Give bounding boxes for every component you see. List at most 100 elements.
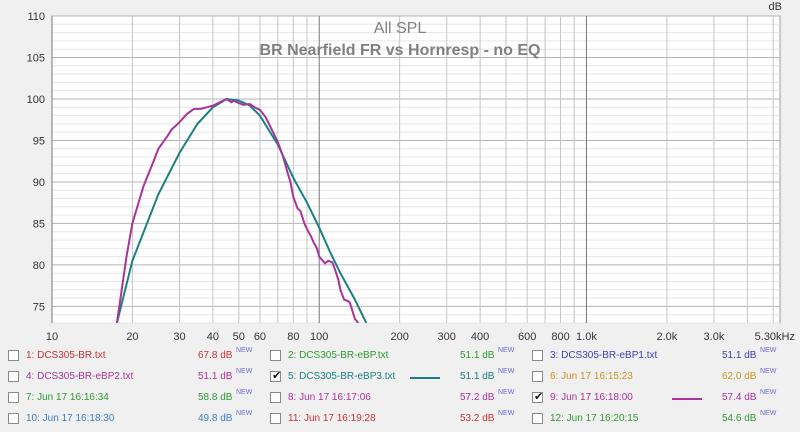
check-mark-icon: ✔ <box>534 390 544 403</box>
x-tick-label: 40 <box>207 331 219 340</box>
legend-item[interactable]: 12: Jun 17 16:20:15 54.6 dB NEW <box>532 410 790 430</box>
series-line-2 <box>115 97 360 323</box>
legend-item-new-badge: NEW <box>760 410 777 417</box>
legend-item-name: 8: Jun 17 16:17:06 <box>288 392 371 403</box>
legend-item[interactable]: 6: Jun 17 16:15:23 62.0 dB NEW <box>532 368 790 388</box>
checkbox-icon[interactable] <box>8 371 19 382</box>
checkbox-icon[interactable] <box>8 350 19 361</box>
checkbox-icon[interactable]: ✔ <box>270 369 282 382</box>
legend-item-new-badge: NEW <box>236 410 253 417</box>
legend-item-name: 2: DCS305-BR-eBP.txt <box>288 350 389 361</box>
legend-item-new-badge: NEW <box>498 410 515 417</box>
legend-item-new-badge: NEW <box>760 368 777 375</box>
legend-item-value: 54.6 dB <box>722 413 757 424</box>
y-tick-label: 80 <box>33 260 45 272</box>
legend-item-name: 12: Jun 17 16:20:15 <box>550 413 639 424</box>
legend-item-name: 1: DCS305-BR.txt <box>26 350 106 361</box>
legend-item[interactable]: ✔ 5: DCS305-BR-eBP3.txt 51.1 dB NEW <box>270 368 528 388</box>
x-tick-label: 1.0k <box>576 331 597 340</box>
x-tick-label: 50 <box>233 331 245 340</box>
y-tick-label: 90 <box>33 177 45 189</box>
x-tick-label: 80 <box>287 331 299 340</box>
y-axis-unit-label: dB <box>769 1 782 13</box>
legend-panel: 1: DCS305-BR.txt 67.8 dB NEW 2: DCS305-BR-e… <box>0 340 800 432</box>
y-tick-label: 95 <box>33 135 45 147</box>
legend-item-name: 6: Jun 17 16:15:23 <box>550 371 633 382</box>
x-tick-label: 400 <box>471 331 489 340</box>
legend-item-name: 4: DCS305-BR-eBP2.txt <box>26 371 134 382</box>
checkbox-icon[interactable]: ✔ <box>532 390 544 403</box>
legend-item-value: 58.8 dB <box>198 392 233 403</box>
legend-trace-swatch <box>410 377 440 379</box>
legend-item-new-badge: NEW <box>236 389 253 396</box>
legend-item[interactable]: 2: DCS305-BR-eBP.txt 51.1 dB NEW <box>270 347 528 367</box>
legend-item[interactable]: 11: Jun 17 16:19:28 53.2 dB NEW <box>270 410 528 430</box>
legend-item-value: 67.8 dB <box>198 350 233 361</box>
legend-item-name: 9: Jun 17 16:18:00 <box>550 392 633 403</box>
y-tick-label: 85 <box>33 218 45 230</box>
checkbox-icon[interactable] <box>532 350 543 361</box>
legend-item[interactable]: 7: Jun 17 16:16:34 58.8 dB NEW <box>8 389 266 409</box>
legend-item-new-badge: NEW <box>498 389 515 396</box>
x-tick-label: 60 <box>254 331 266 340</box>
legend-item[interactable]: 4: DCS305-BR-eBP2.txt 51.1 dB NEW <box>8 368 266 388</box>
checkbox-icon[interactable] <box>8 392 19 403</box>
series-layer <box>115 97 368 323</box>
tick-labels: 75 80 85 90 95 100 105 110 10 20 30 40 50 60 80 100 200 3… <box>27 11 795 340</box>
y-tick-label: 75 <box>33 301 45 313</box>
x-tick-label: 200 <box>390 331 408 340</box>
checkbox-icon[interactable] <box>270 350 281 361</box>
legend-item-name: 7: Jun 17 16:16:34 <box>26 392 109 403</box>
legend-item-value: 49.8 dB <box>198 413 233 424</box>
x-tick-label: 300 <box>438 331 456 340</box>
series-line-1 <box>115 97 368 323</box>
legend-item-value: 51.1 dB <box>460 350 495 361</box>
legend-item-value: 51.1 dB <box>722 350 757 361</box>
legend-item-new-badge: NEW <box>236 368 253 375</box>
legend-item-name: 5: DCS305-BR-eBP3.txt <box>288 371 396 382</box>
checkbox-icon[interactable] <box>270 413 281 424</box>
x-tick-label: 100 <box>310 331 328 340</box>
x-tick-label: 3.0k <box>704 331 725 340</box>
legend-item[interactable]: 10: Jun 17 16:18:30 49.8 dB NEW <box>8 410 266 430</box>
title-layer: All SPL BR Nearfield FR vs Hornresp - no… <box>260 1 782 59</box>
checkbox-icon[interactable] <box>8 413 19 424</box>
legend-item-name: 11: Jun 17 16:19:28 <box>288 413 376 424</box>
check-mark-icon: ✔ <box>272 369 282 382</box>
legend-item-new-badge: NEW <box>498 347 515 354</box>
legend-item-value: 51.1 dB <box>460 371 495 382</box>
legend-item-name: 10: Jun 17 16:18:30 <box>26 413 115 424</box>
grid <box>51 15 780 324</box>
y-tick-label: 105 <box>27 52 45 64</box>
x-tick-label: 800 <box>551 331 569 340</box>
spl-chart[interactable]: All SPL BR Nearfield FR vs Hornresp - no… <box>0 0 800 340</box>
x-tick-label: 10 <box>46 331 58 340</box>
chart-title: All SPL <box>374 20 427 37</box>
legend-item-value: 57.4 dB <box>722 392 757 403</box>
y-tick-label: 110 <box>27 11 45 23</box>
y-tick-label: 100 <box>27 94 45 106</box>
x-tick-label: 600 <box>518 331 536 340</box>
legend-item-value: 53.2 dB <box>460 413 495 424</box>
legend-item[interactable]: ✔ 9: Jun 17 16:18:00 57.4 dB NEW <box>532 389 790 409</box>
legend-item-name: 3: DCS305-BR-eBP1.txt <box>550 350 658 361</box>
legend-item-value: 57.2 dB <box>460 392 495 403</box>
x-tick-label: 30 <box>173 331 185 340</box>
legend-item-new-badge: NEW <box>498 368 515 375</box>
plot-area[interactable] <box>51 15 781 324</box>
legend-item-new-badge: NEW <box>760 347 777 354</box>
legend-item[interactable]: 1: DCS305-BR.txt 67.8 dB NEW <box>8 347 266 367</box>
legend-trace-swatch <box>672 398 702 400</box>
legend-item-value: 51.1 dB <box>198 371 233 382</box>
legend-item[interactable]: 8: Jun 17 16:17:06 57.2 dB NEW <box>270 389 528 409</box>
legend-item-value: 62.0 dB <box>722 371 757 382</box>
x-tick-label: 5.30kHz <box>755 331 795 340</box>
legend-item-new-badge: NEW <box>236 347 253 354</box>
checkbox-icon[interactable] <box>532 413 543 424</box>
x-tick-label: 2.0k <box>656 331 677 340</box>
checkbox-icon[interactable] <box>270 392 281 403</box>
x-tick-label: 20 <box>126 331 138 340</box>
legend-item[interactable]: 3: DCS305-BR-eBP1.txt 51.1 dB NEW <box>532 347 790 367</box>
checkbox-icon[interactable] <box>532 371 543 382</box>
legend-item-new-badge: NEW <box>760 389 777 396</box>
